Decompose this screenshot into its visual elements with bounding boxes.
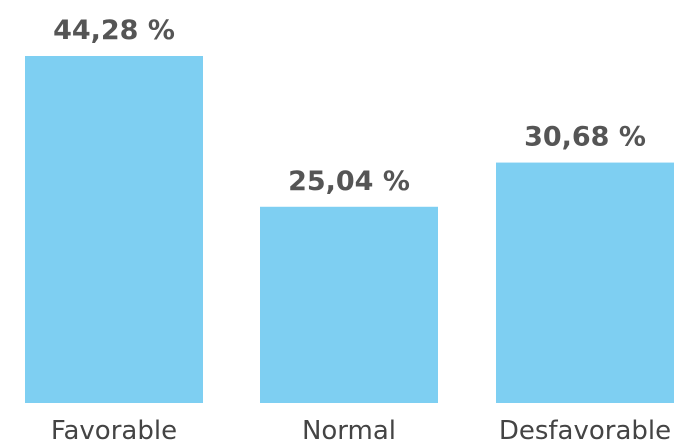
- category-label-normal: Normal: [302, 416, 396, 444]
- data-label-favorable: 44,28 %: [53, 15, 175, 46]
- bar-desfavorable: [496, 162, 674, 403]
- data-label-normal: 25,04 %: [288, 166, 410, 197]
- bar-favorable: [25, 56, 203, 403]
- category-label-desfavorable: Desfavorable: [499, 416, 671, 444]
- bar-normal: [260, 206, 438, 403]
- data-label-desfavorable: 30,68 %: [524, 122, 646, 153]
- category-label-favorable: Favorable: [51, 416, 177, 444]
